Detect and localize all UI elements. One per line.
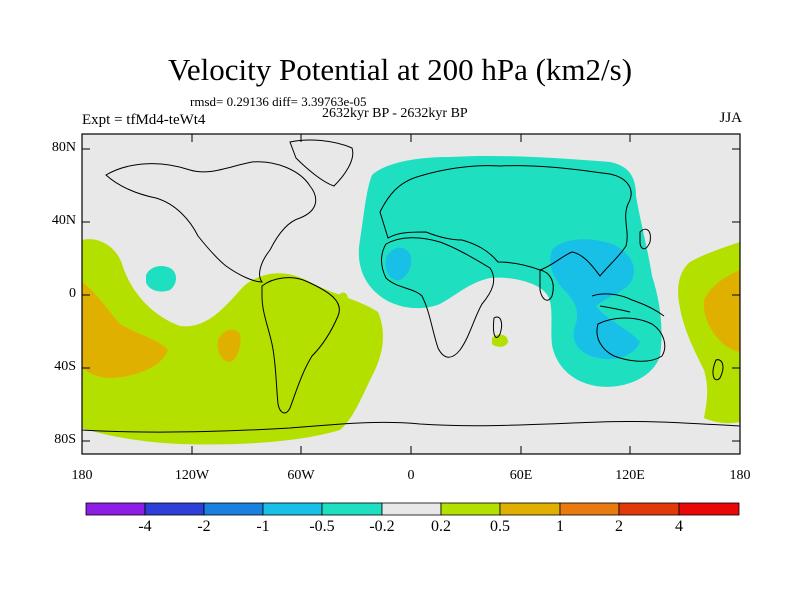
coast-maritime-continent xyxy=(591,293,665,317)
x-label-120w: 120W xyxy=(174,468,210,483)
colorbar-box-8 xyxy=(499,502,561,516)
coast-south-america xyxy=(261,277,340,414)
colorbar-box-9 xyxy=(559,502,620,516)
colorbar-label-3: -1 xyxy=(256,518,270,535)
contour-positive-atlantic xyxy=(338,292,348,305)
colorbar-label-8: 1 xyxy=(556,518,564,535)
x-label-120e: 120E xyxy=(615,468,645,483)
colorbar-label-9: 2 xyxy=(615,518,623,535)
y-label-80s: 80S xyxy=(54,432,76,447)
contour-positive-pacific-core2 xyxy=(217,329,241,362)
x-label-60e: 60E xyxy=(509,468,533,483)
coast-japan xyxy=(639,228,651,250)
coast-india xyxy=(539,269,554,301)
y-label-80n: 80N xyxy=(51,140,76,155)
colorbar-box-11 xyxy=(678,502,740,516)
y-label-0: 0 xyxy=(69,286,76,301)
colorbar-label-6: 0.2 xyxy=(431,518,451,535)
y-label-40n: 40N xyxy=(51,213,76,228)
x-label-180e: 180 xyxy=(729,468,751,483)
colorbar-box-5 xyxy=(321,502,383,516)
colorbar-box-10 xyxy=(618,502,680,516)
colorbar-label-4: -0.5 xyxy=(309,518,335,535)
coast-antarctica xyxy=(81,420,741,433)
colorbar-label-7: 0.5 xyxy=(490,518,510,535)
period-label: 2632kyr BP - 2632kyr BP xyxy=(322,106,468,121)
coast-new-zealand xyxy=(712,359,724,381)
contour-fields xyxy=(82,155,740,445)
colorbar-label-5: -0.2 xyxy=(369,518,395,535)
colorbar-box-3 xyxy=(203,502,264,516)
coast-europe-asia xyxy=(379,165,632,277)
coast-greenland xyxy=(289,139,354,187)
chart-title: Velocity Potential at 200 hPa (km2/s) xyxy=(167,52,633,87)
y-label-40s: 40S xyxy=(54,359,76,374)
colorbar xyxy=(85,502,740,516)
x-label-0: 0 xyxy=(407,468,415,483)
colorbar-label-10: 4 xyxy=(675,518,683,535)
contour-negative-pacific xyxy=(146,266,176,292)
contour-positive-dateline-core xyxy=(703,270,740,352)
colorbar-label-2: -2 xyxy=(197,518,211,535)
colorbar-box-2 xyxy=(144,502,205,516)
colorbar-label-1: -4 xyxy=(138,518,152,535)
coast-north-america xyxy=(105,161,317,283)
experiment-label: Expt = tfMd4-teWt4 xyxy=(82,112,206,128)
contour-negative-africa-core xyxy=(385,247,412,281)
coast-africa xyxy=(381,237,495,358)
contour-negative-asia-core xyxy=(550,239,640,360)
coast-australia xyxy=(596,317,666,362)
coast-madagascar xyxy=(493,316,503,338)
colorbar-box-7 xyxy=(440,502,501,516)
stats-line: rmsd= 0.29136 diff= 3.39763e-05 xyxy=(190,94,367,109)
colorbar-box-6 xyxy=(381,502,442,516)
x-label-180w: 180 xyxy=(71,468,93,483)
x-ticks xyxy=(81,134,741,454)
colorbar-box-4 xyxy=(262,502,323,516)
contour-positive-pacific-core xyxy=(82,282,168,378)
colorbar-box-1 xyxy=(85,502,146,516)
season-label: JJA xyxy=(719,110,742,126)
y-ticks xyxy=(82,148,740,442)
coastlines xyxy=(81,139,741,433)
x-label-60w: 60W xyxy=(287,468,315,483)
